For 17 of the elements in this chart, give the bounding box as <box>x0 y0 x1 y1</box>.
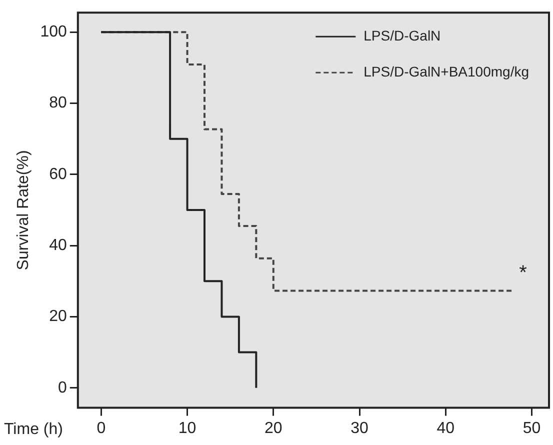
y-tick-label: 20 <box>49 308 67 326</box>
x-tick-label: 30 <box>350 420 369 437</box>
x-tick-label: 10 <box>178 420 196 437</box>
annotation: * <box>519 262 528 284</box>
y-tick-label: 80 <box>49 94 67 112</box>
y-tick-label: 60 <box>49 166 67 183</box>
y-axis-title: Survival Rate(%) <box>15 150 32 270</box>
y-tick-label: 0 <box>58 379 67 396</box>
legend-label: LPS/D-GalN+BA100mg/kg <box>364 63 530 80</box>
x-tick-label: 20 <box>264 420 282 437</box>
y-tick-label: 100 <box>40 24 67 41</box>
y-tick-label: 40 <box>49 237 67 254</box>
x-axis-title: Time (h) <box>4 421 63 438</box>
x-tick-label: 0 <box>96 420 106 437</box>
x-tick-label: 50 <box>522 420 541 437</box>
legend-label: LPS/D-GalN <box>364 27 441 44</box>
x-tick-label: 40 <box>436 420 455 437</box>
